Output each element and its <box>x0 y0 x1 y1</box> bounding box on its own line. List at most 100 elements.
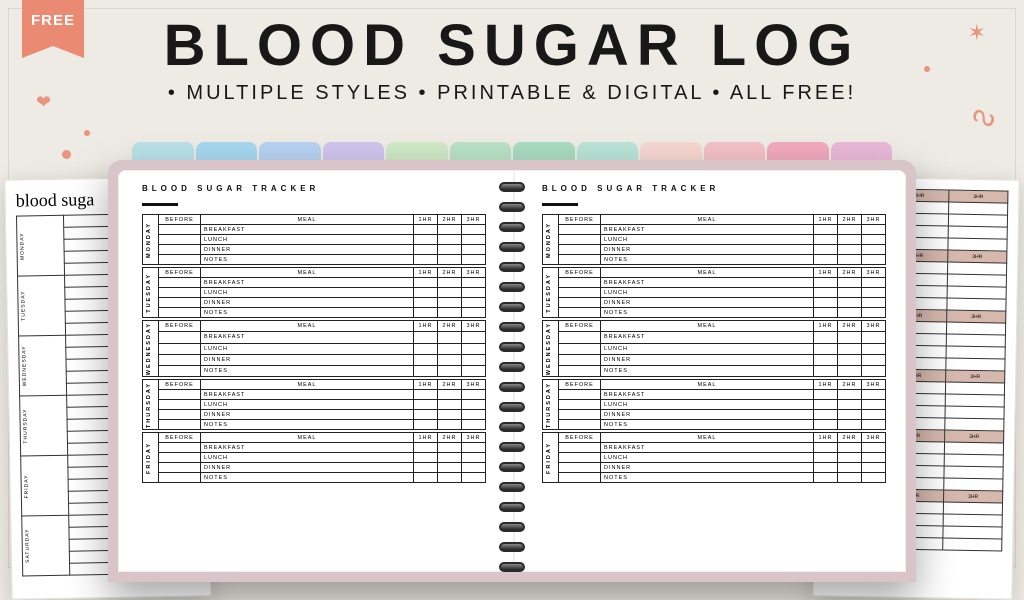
meal-row-label: DINNER <box>601 410 814 420</box>
day-block: THURSDAY BEFORE MEAL 1HR2HR3HR BREAKFAST… <box>542 379 886 430</box>
meal-row-label: LUNCH <box>601 288 814 298</box>
before-cell <box>159 343 201 354</box>
planner-tabs-right <box>980 350 1002 356</box>
hr-cell <box>414 332 438 343</box>
hr-cell <box>462 443 486 453</box>
hr-cell <box>438 443 462 453</box>
meal-row-label: BREAKFAST <box>201 332 414 343</box>
tracker-left: MONDAY BEFORE MEAL 1HR2HR3HR BREAKFAST L… <box>142 214 486 483</box>
subline-part: PRINTABLE & DIGITAL <box>437 82 704 104</box>
day-block: WEDNESDAY BEFORE MEAL 1HR2HR3HR BREAKFAS… <box>142 320 486 377</box>
hr-cell <box>814 235 838 245</box>
col-meal: MEAL <box>601 380 814 390</box>
col-hr: 2HR <box>438 380 462 390</box>
spiral-ring <box>499 382 525 392</box>
subline-part: MULTIPLE STYLES <box>186 82 410 104</box>
meal-row-label: LUNCH <box>601 453 814 463</box>
hr-cell <box>814 354 838 365</box>
spiral-ring <box>499 322 525 332</box>
meal-row-label: DINNER <box>201 410 414 420</box>
meal-row-label: NOTES <box>601 366 814 377</box>
col-hr: 1HR <box>814 321 838 332</box>
hr-cell <box>414 443 438 453</box>
meal-row-label: NOTES <box>601 255 814 265</box>
col-hr: 2HR <box>838 321 862 332</box>
day-block: THURSDAY BEFORE MEAL 1HR2HR3HR BREAKFAST… <box>142 379 486 430</box>
hr-cell <box>862 443 886 453</box>
hr-cell <box>814 288 838 298</box>
hr-cell <box>414 343 438 354</box>
col-before: BEFORE <box>559 321 601 332</box>
hr-cell <box>414 366 438 377</box>
col-hr: 1HR <box>414 380 438 390</box>
col-meal: MEAL <box>601 215 814 225</box>
meal-row-label: NOTES <box>601 308 814 318</box>
spiral-ring <box>499 562 525 572</box>
hr-cell <box>838 354 862 365</box>
col-hr: 3HR <box>462 321 486 332</box>
hr-cell <box>838 463 862 473</box>
col-before: BEFORE <box>559 380 601 390</box>
title-underline <box>142 203 178 206</box>
hr-cell <box>838 255 862 265</box>
before-cell <box>159 235 201 245</box>
hr-cell <box>414 288 438 298</box>
col-hr: 2HR <box>438 321 462 332</box>
tracker-right: MONDAY BEFORE MEAL 1HR2HR3HR BREAKFAST L… <box>542 214 886 483</box>
hr-cell <box>462 354 486 365</box>
hr-cell <box>438 235 462 245</box>
col-hr: 1HR <box>814 215 838 225</box>
hr-cell <box>438 288 462 298</box>
meal-row-label: DINNER <box>601 354 814 365</box>
before-cell <box>159 443 201 453</box>
spiral-ring <box>499 182 525 192</box>
spiral-ring <box>499 542 525 552</box>
hr-cell <box>462 390 486 400</box>
hr-cell <box>414 400 438 410</box>
day-label-cell: WEDNESDAY <box>543 321 559 377</box>
hr-cell <box>414 390 438 400</box>
meal-row-label: NOTES <box>201 473 414 483</box>
spiral-ring <box>499 502 525 512</box>
hr-cell <box>814 366 838 377</box>
hr-cell <box>462 400 486 410</box>
col-before: BEFORE <box>159 380 201 390</box>
hr-cell <box>814 298 838 308</box>
meal-row-label: NOTES <box>201 366 414 377</box>
col-hr: 3HR <box>462 433 486 443</box>
hr-cell <box>462 332 486 343</box>
col-hr: 3HR <box>462 380 486 390</box>
meal-row-label: LUNCH <box>201 235 414 245</box>
hr-cell <box>438 278 462 288</box>
tracker-table: TUESDAY BEFORE MEAL 1HR2HR3HR BREAKFAST … <box>142 267 486 318</box>
hr-cell <box>838 390 862 400</box>
col-hr: 1HR <box>414 321 438 332</box>
before-cell <box>559 235 601 245</box>
hr-cell <box>838 420 862 430</box>
hr-cell <box>862 288 886 298</box>
hr-cell <box>814 443 838 453</box>
hr-cell <box>414 278 438 288</box>
hr-cell <box>862 366 886 377</box>
before-cell <box>159 288 201 298</box>
meal-row-label: LUNCH <box>201 400 414 410</box>
day-block: FRIDAY BEFORE MEAL 1HR2HR3HR BREAKFAST L… <box>142 432 486 483</box>
before-cell <box>159 298 201 308</box>
tracker-table: FRIDAY BEFORE MEAL 1HR2HR3HR BREAKFAST L… <box>542 432 886 483</box>
before-cell <box>559 354 601 365</box>
hr-cell <box>438 390 462 400</box>
meal-row-label: BREAKFAST <box>601 390 814 400</box>
hr-cell <box>462 278 486 288</box>
hr-cell <box>814 343 838 354</box>
hr-cell <box>838 225 862 235</box>
hr-cell <box>814 400 838 410</box>
day-label-cell: MONDAY <box>543 215 559 265</box>
before-cell <box>159 308 201 318</box>
hr-cell <box>414 308 438 318</box>
col-before: BEFORE <box>159 215 201 225</box>
spiral-ring <box>499 522 525 532</box>
col-before: BEFORE <box>159 433 201 443</box>
hr-cell <box>462 453 486 463</box>
hr-cell <box>814 453 838 463</box>
meal-row-label: LUNCH <box>601 400 814 410</box>
